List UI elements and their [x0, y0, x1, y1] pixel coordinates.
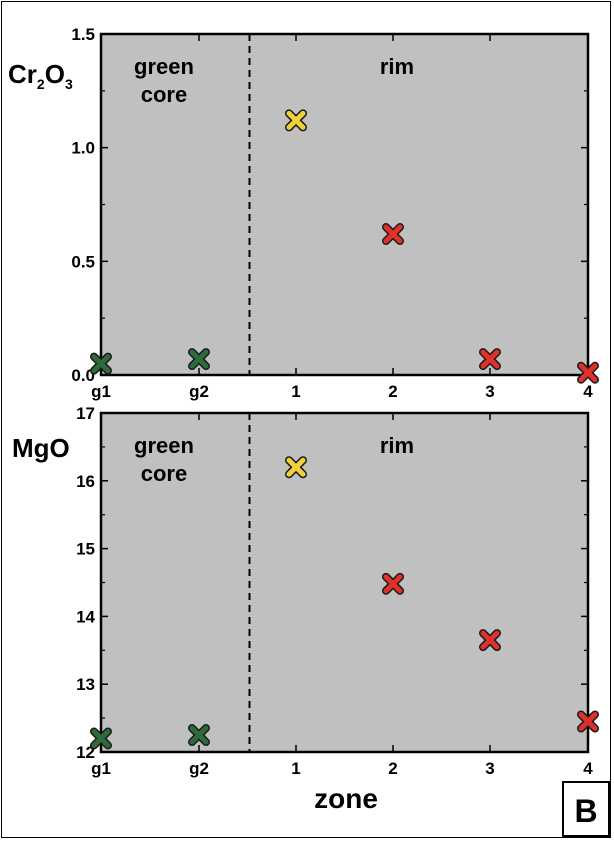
cr2o3-xtick-label-1: g2: [189, 382, 209, 401]
mgo-ytick-label-0: 12: [76, 743, 95, 762]
panel-letter-box: [562, 781, 610, 837]
cr2o3-point-3: [479, 348, 501, 371]
cr2o3-xtick-label-5: 4: [583, 382, 593, 401]
mgo-point-4: [577, 710, 599, 733]
cr2o3-ytick-label-0: 0.0: [71, 366, 95, 385]
cr2o3-point-1: [285, 109, 307, 132]
mgo-axis-label: MgO: [12, 433, 70, 463]
mgo-point-g1: [90, 727, 112, 750]
mgo-points: [90, 456, 599, 750]
mgo-point-1: [285, 456, 307, 479]
cr2o3-point-mark-3: [383, 224, 403, 244]
cr2o3-ticks: 0.0 0.5 1.0 1.5 g1 g2 1 2 3 4: [71, 25, 593, 401]
cr2o3-label-sub2: 2: [37, 76, 45, 92]
cr2o3-panel: 0.00.51.01.5g1 g2 1 2 3 4 green core rim Cr2O…: [8, 25, 599, 401]
mgo-point-mark-0: [91, 728, 111, 748]
cr2o3-region-rim: rim: [380, 54, 414, 79]
mgo-region-green-line1: green: [134, 433, 194, 458]
cr2o3-point-mark-0: [91, 354, 111, 374]
cr2o3-label-sub3: 3: [65, 76, 73, 92]
cr2o3-points: [90, 109, 599, 384]
cr2o3-region-green-line1: green: [134, 54, 194, 79]
mgo-region-green-line2: core: [141, 461, 187, 486]
cr2o3-point-mark-5: [578, 363, 598, 383]
cr2o3-xtick-label-4: 3: [485, 382, 494, 401]
mgo-xtick-label-3: 2: [388, 759, 397, 778]
mgo-point-mark-5: [578, 711, 598, 731]
cr2o3-region-green-line2: core: [141, 82, 187, 107]
mgo-point-mark-4: [480, 630, 500, 650]
mgo-xtick-label-1: g2: [189, 759, 209, 778]
mgo-x-axis-label: zone: [314, 783, 378, 814]
mgo-ytick-label-1: 13: [76, 675, 95, 694]
mgo-ytick-label-5: 17: [76, 404, 95, 423]
cr2o3-point-4: [577, 361, 599, 384]
cr2o3-ytick-label-2: 1.0: [71, 139, 95, 158]
mgo-point-mark-1: [189, 725, 209, 745]
mgo-point-g2: [188, 724, 210, 747]
cr2o3-xtick-label-0: g1: [91, 382, 111, 401]
mgo-point-3: [479, 629, 501, 652]
mgo-plot-area: [99, 411, 590, 754]
cr2o3-ytick-label-1: 0.5: [71, 252, 95, 271]
panel-letter: B: [574, 793, 597, 829]
cr2o3-xtick-label-3: 2: [388, 382, 397, 401]
cr2o3-label-cr: Cr: [8, 59, 37, 89]
mgo-xtick-label-2: 1: [291, 759, 300, 778]
mgo-ytick-label-4: 16: [76, 472, 95, 491]
mgo-ytick-label-2: 14: [76, 607, 95, 626]
mgo-point-2: [382, 572, 404, 595]
mgo-region-rim: rim: [380, 433, 414, 458]
cr2o3-point-g2: [188, 348, 210, 371]
mgo-xtick-label-4: 3: [485, 759, 494, 778]
mgo-ytick-label-3: 15: [76, 540, 95, 559]
cr2o3-label-o: O: [45, 59, 65, 89]
mgo-point-mark-2: [286, 457, 306, 477]
mgo-point-mark-3: [383, 574, 403, 594]
cr2o3-axis-label: Cr2O3: [8, 59, 73, 92]
mgo-xtick-label-5: 4: [583, 759, 593, 778]
cr2o3-point-g1: [90, 352, 112, 375]
cr2o3-point-mark-1: [189, 349, 209, 369]
cr2o3-point-mark-2: [286, 110, 306, 130]
cr2o3-ytick-label-3: 1.5: [71, 25, 95, 44]
mgo-xtick-label-0: g1: [91, 759, 111, 778]
cr2o3-point-2: [382, 223, 404, 246]
cr2o3-point-mark-4: [480, 349, 500, 369]
cr2o3-plot-area: [99, 32, 590, 377]
cr2o3-xtick-label-2: 1: [291, 382, 300, 401]
